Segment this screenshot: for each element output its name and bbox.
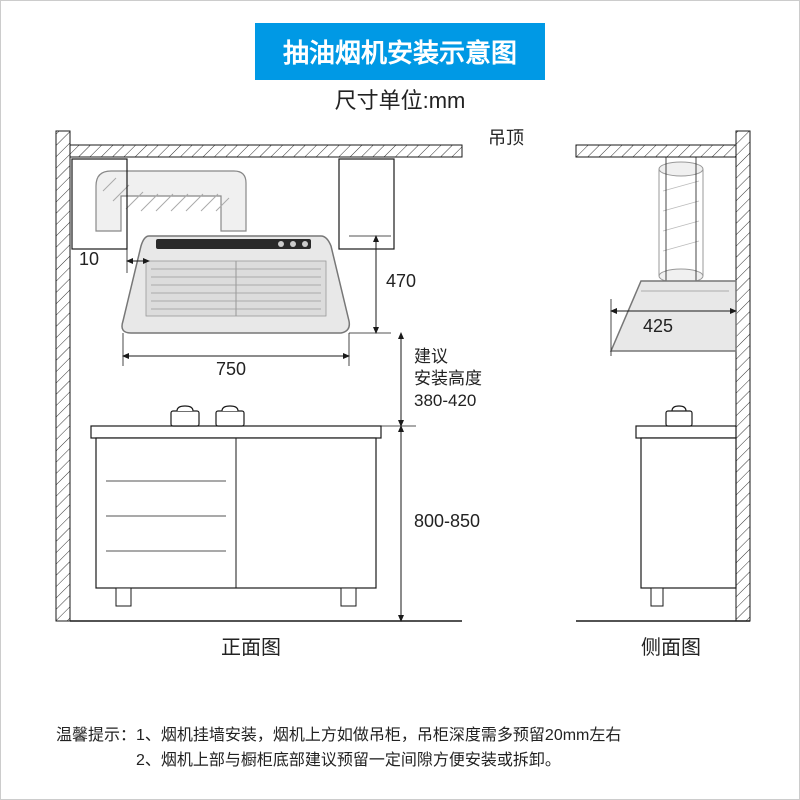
caption-front: 正面图: [221, 631, 281, 660]
title-banner: 抽油烟机安装示意图: [255, 23, 545, 80]
tips-line1: 1、烟机挂墙安装，烟机上方如做吊柜，吊柜深度需多预留20mm左右: [136, 727, 621, 744]
subtitle-unit: 尺寸单位:mm: [335, 83, 466, 115]
diagram-svg: [1, 121, 800, 681]
label-ceiling: 吊顶: [488, 124, 524, 150]
tips-block: 温馨提示：1、烟机挂墙安装，烟机上方如做吊柜，吊柜深度需多预留20mm左右 温馨…: [56, 723, 759, 774]
diagram-area: 吊顶 10 470 750 425 建议 安装高度 380-420 800-85…: [1, 121, 800, 681]
front-view: [56, 131, 462, 621]
range-hood-front: [122, 236, 349, 333]
label-gap-10: 10: [79, 249, 99, 270]
label-hood-height: 470: [386, 271, 416, 292]
tips-line2: 2、烟机上部与橱柜底部建议预留一定间隙方便安装或拆卸。: [136, 752, 561, 769]
label-hood-width: 750: [216, 359, 246, 380]
caption-side: 侧面图: [641, 631, 701, 660]
label-counter-height: 800-850: [414, 511, 480, 532]
label-side-depth: 425: [643, 316, 673, 337]
side-view: [576, 131, 750, 621]
label-install-height: 建议 安装高度 380-420: [414, 346, 482, 412]
tips-prefix: 温馨提示：: [56, 727, 136, 744]
